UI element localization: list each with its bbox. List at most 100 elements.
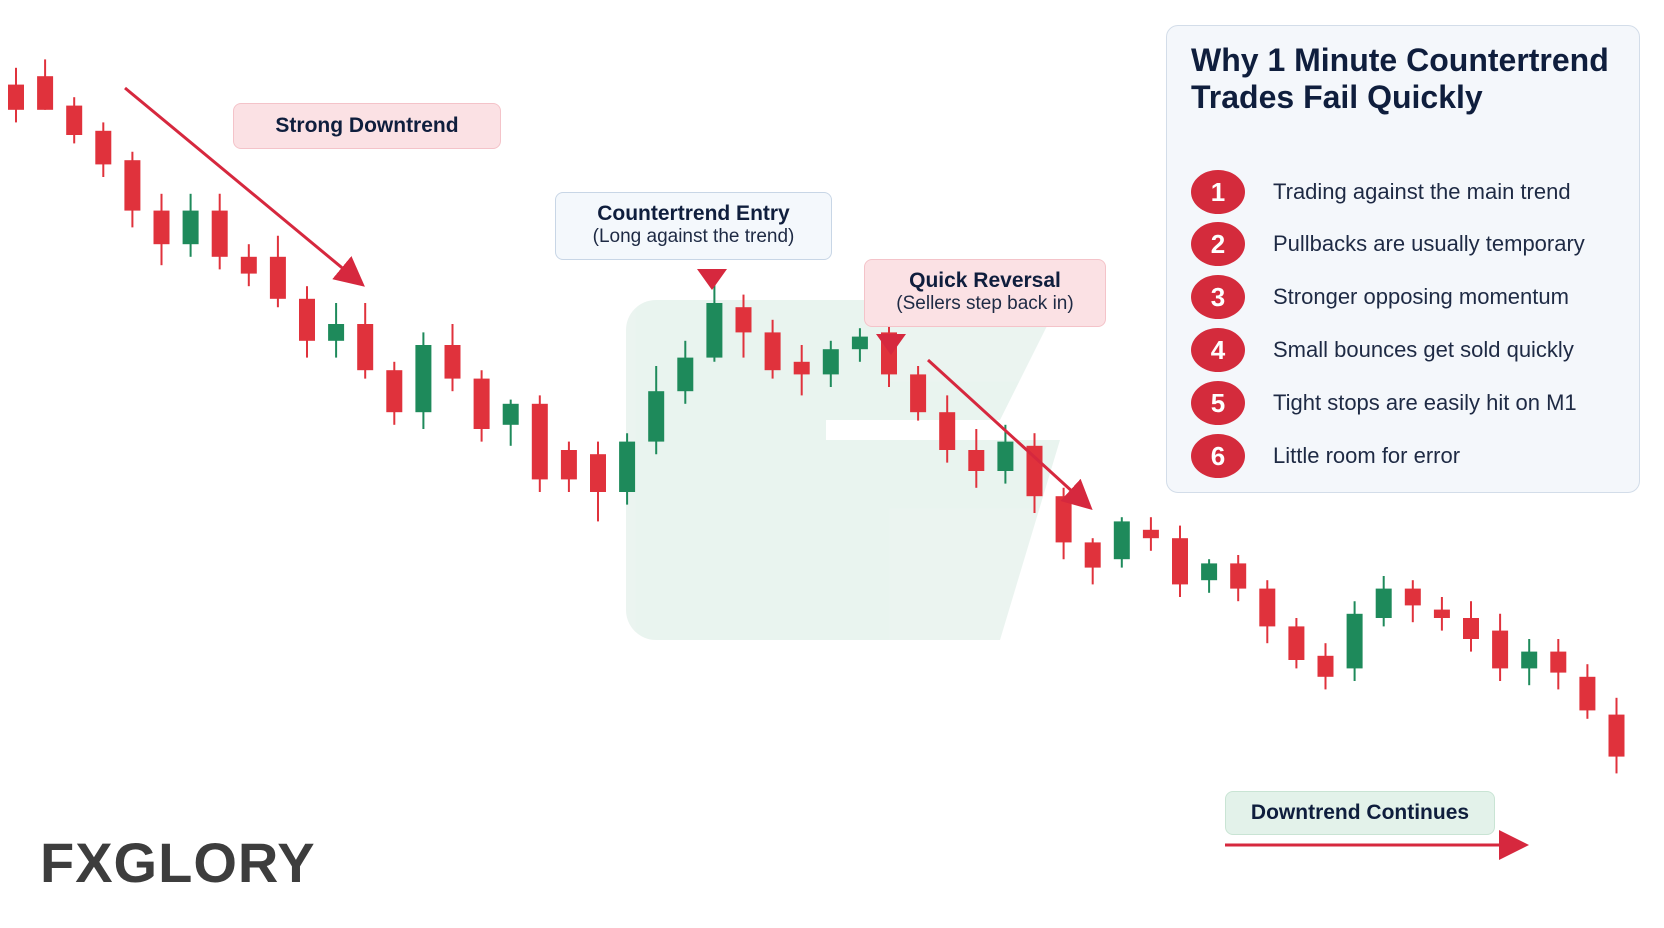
candle-body (37, 76, 54, 110)
reason-item: 6 Little room for error (1191, 434, 1631, 478)
bearish-candle (1433, 597, 1450, 631)
brand-name: FXGLORY (40, 831, 316, 894)
candle-body (8, 84, 24, 110)
reason-number-badge: 5 (1191, 381, 1245, 425)
candle-body (939, 412, 956, 450)
candle-body (1113, 521, 1130, 560)
bearish-candle (124, 151, 141, 228)
bearish-candle (939, 395, 956, 463)
bearish-candle (1463, 601, 1479, 652)
bearish-candle (1026, 433, 1043, 513)
candle-body (153, 210, 170, 245)
reason-number-badge: 4 (1191, 328, 1245, 372)
strong-downtrend-text: Strong Downtrend (275, 114, 459, 137)
bullish-candle (1375, 576, 1392, 627)
candle-body (1259, 588, 1276, 627)
quick-reversal-label: Quick Reversal (Sellers step back in) (864, 259, 1106, 327)
entry-marker (697, 269, 727, 290)
bearish-candle (95, 122, 112, 177)
candle-body (648, 391, 665, 442)
reason-number-badge: 2 (1191, 222, 1245, 266)
bearish-candle (473, 370, 490, 442)
candle-body (1463, 618, 1479, 639)
quick-reversal-title: Quick Reversal (909, 269, 1061, 292)
bearish-candle (910, 366, 927, 421)
bearish-candle (764, 319, 781, 379)
candle-body (706, 303, 723, 358)
bullish-candle (328, 303, 345, 358)
countertrend-entry-title: Countertrend Entry (597, 202, 790, 225)
candle-body (1492, 630, 1509, 669)
candle-body (95, 130, 112, 165)
candle-body (357, 324, 374, 371)
bearish-candle (153, 193, 170, 266)
candle-body (502, 403, 519, 425)
candle-body (1608, 714, 1625, 757)
candle-body (560, 450, 577, 480)
bearish-candle (1288, 618, 1305, 669)
downtrend-continues-text: Downtrend Continues (1250, 801, 1470, 824)
bullish-candle (1521, 639, 1538, 686)
strong-downtrend-label: Strong Downtrend (233, 103, 501, 149)
bullish-candle (1113, 517, 1130, 568)
bearish-candle (1550, 639, 1567, 690)
candle-body (1521, 651, 1538, 669)
bearish-candle (1404, 580, 1421, 623)
watermark (626, 300, 1060, 640)
reason-item: 3 Stronger opposing momentum (1191, 275, 1631, 319)
bullish-candle (502, 399, 519, 446)
bearish-candle (8, 67, 24, 123)
brand-logo: FXGLORY (40, 830, 316, 895)
bearish-candle (37, 59, 54, 110)
candle-body (328, 324, 345, 341)
bullish-candle (851, 328, 868, 362)
candle-body (764, 332, 781, 371)
candle-body (590, 454, 606, 492)
candle-body (1288, 626, 1305, 660)
reason-item: 2 Pullbacks are usually temporary (1191, 222, 1631, 266)
candle-body (793, 361, 810, 375)
reason-text: Trading against the main trend (1273, 179, 1571, 204)
bullish-candle (648, 366, 665, 455)
bearish-candle (560, 441, 577, 492)
bearish-candle (66, 97, 83, 144)
candle-body (1317, 655, 1334, 677)
candle-body (1375, 588, 1392, 618)
reason-text: Little room for error (1273, 443, 1461, 468)
bearish-candle (1579, 664, 1596, 719)
bullish-candle (619, 433, 636, 505)
bearish-candle (269, 235, 286, 308)
reason-item: 1 Trading against the main trend (1191, 170, 1631, 214)
reason-text: Pullbacks are usually temporary (1273, 231, 1585, 256)
candle-body (619, 441, 636, 492)
candle-body (910, 374, 927, 413)
candle-body (1172, 538, 1188, 585)
reason-number-badge: 3 (1191, 275, 1245, 319)
candle-body (677, 357, 694, 392)
reasons-panel: Why 1 Minute Countertrend Trades Fail Qu… (1166, 25, 1640, 493)
bullish-candle (677, 340, 694, 404)
candle-body (822, 349, 839, 375)
bearish-candle (735, 294, 752, 358)
candle-body (269, 256, 286, 299)
reversal-marker (876, 334, 906, 355)
bullish-candle (822, 340, 839, 387)
bearish-candle (240, 244, 257, 287)
bearish-candle (386, 361, 403, 425)
reason-text: Tight stops are easily hit on M1 (1273, 390, 1577, 415)
bearish-candle (968, 429, 985, 488)
bullish-candle (1346, 601, 1363, 681)
reversal-arrow (926, 358, 1093, 511)
candle-body (299, 298, 315, 341)
bullish-candle (182, 193, 199, 257)
bearish-candle (444, 324, 461, 392)
candle-body (66, 105, 83, 135)
bullish-candle (415, 332, 432, 429)
candle-body (1084, 542, 1101, 568)
reason-number-badge: 1 (1191, 170, 1245, 214)
reason-text: Small bounces get sold quickly (1273, 337, 1574, 362)
candle-body (1550, 651, 1567, 673)
downtrend-continues-label: Downtrend Continues (1225, 791, 1495, 835)
bullish-candle (706, 282, 723, 362)
